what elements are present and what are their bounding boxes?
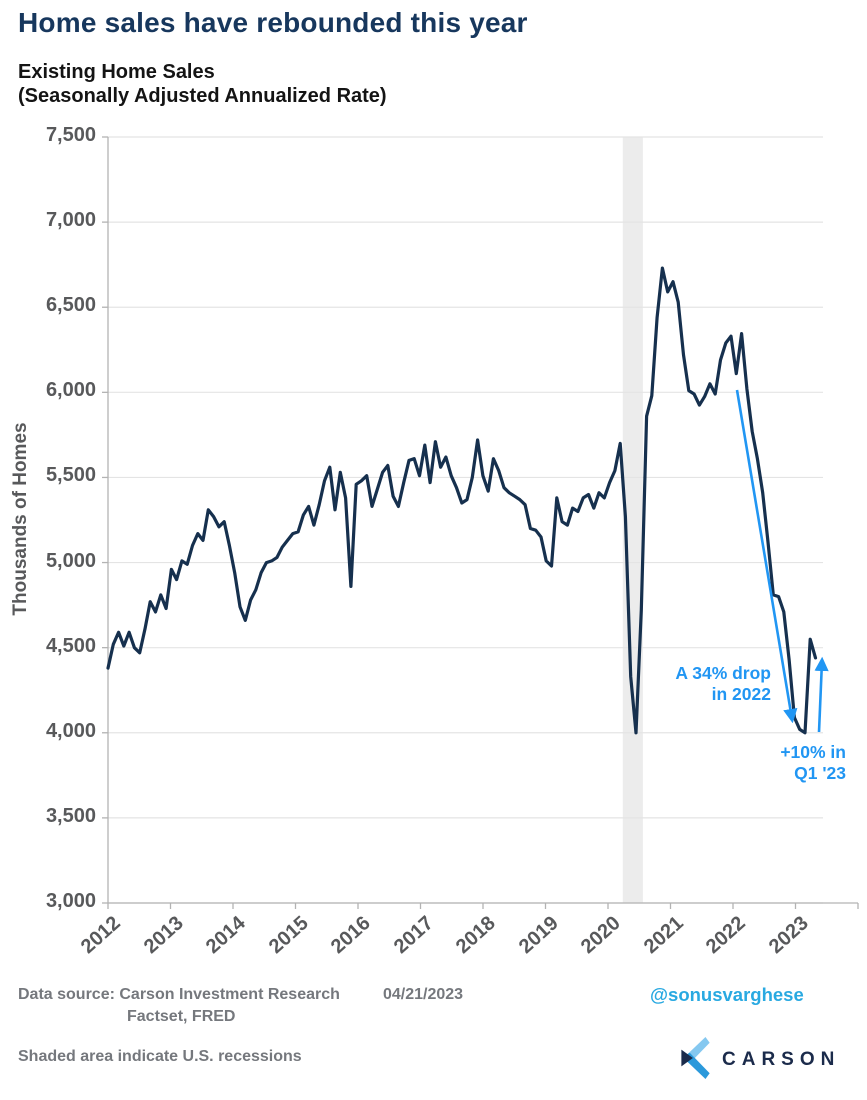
y-tick-label: 4,500 <box>45 634 96 657</box>
chart-subtitle-line2: (Seasonally Adjusted Annualized Rate) <box>18 85 387 107</box>
carson-logo-icon <box>681 1037 710 1079</box>
rebound-q1-23-arrow <box>814 656 829 733</box>
y-tick-label: 7,500 <box>45 124 96 146</box>
page-title: Home sales have rebounded this year <box>18 7 528 38</box>
existing-home-sales-line <box>106 266 818 735</box>
chart-subtitle-line1: Existing Home Sales <box>18 61 215 83</box>
y-tick-label: 3,500 <box>45 804 96 827</box>
twitter-handle: @sonusvarghese <box>650 984 804 1005</box>
y-tick-label: 4,000 <box>45 719 96 742</box>
y-tick-label: 5,500 <box>45 464 96 487</box>
y-tick-label: 3,000 <box>45 890 96 912</box>
y-tick-label: 7,000 <box>45 209 96 232</box>
carson-wordmark: CARSON <box>722 1049 841 1070</box>
drop-2022-label: A 34% drop in 2022 <box>675 663 771 704</box>
carson-logo: CARSON <box>680 1036 860 1082</box>
y-tick-label: 6,000 <box>45 379 96 402</box>
footer-data-source: Data source: Carson Investment Research <box>18 986 340 1003</box>
y-tick-label: 6,500 <box>45 294 96 317</box>
footer-recession-note: Shaded area indicate U.S. recessions <box>18 1048 302 1065</box>
y-axis-title: Thousands of Homes <box>10 422 31 616</box>
footer-date: 04/21/2023 <box>383 986 464 1003</box>
drop-2022-arrow <box>735 389 798 724</box>
y-tick-label: 5,000 <box>45 549 96 572</box>
rebound-q1-23-label: +10% in Q1 '23 <box>780 742 846 783</box>
footer-data-source-line2: Factset, FRED <box>127 1008 236 1025</box>
